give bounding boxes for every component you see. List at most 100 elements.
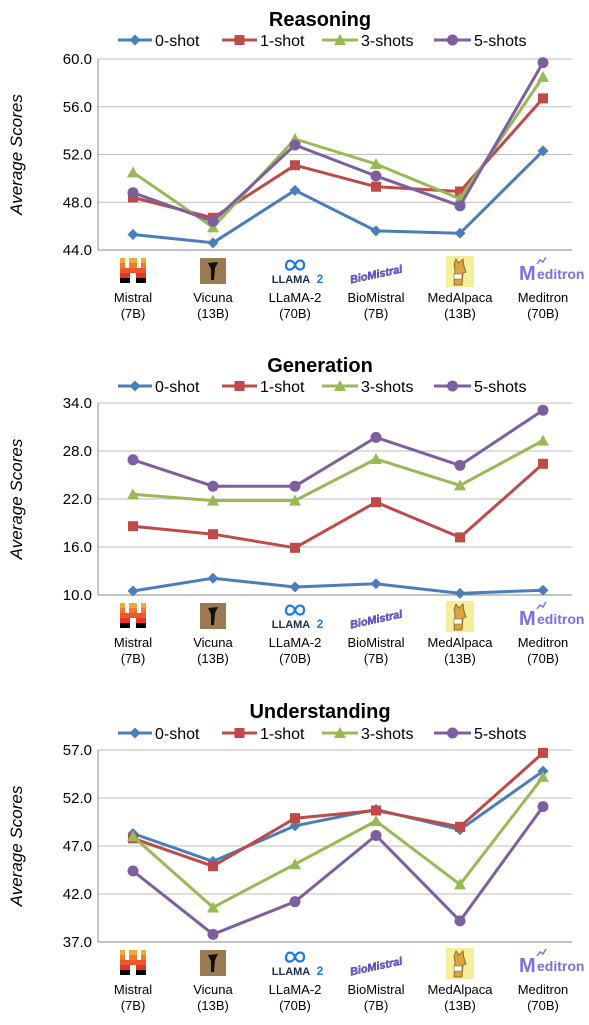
data-point [538, 458, 548, 469]
y-tick-label: 56.0 [63, 99, 92, 116]
x-tick-size-label: (13B) [444, 306, 476, 321]
x-tick-size-label: (70B) [527, 651, 559, 666]
data-point [289, 896, 301, 908]
series-0-shot [127, 572, 549, 599]
series-line [132, 408, 544, 488]
data-point [289, 581, 301, 593]
data-point [208, 861, 218, 872]
y-tick-label: 60.0 [63, 51, 92, 68]
x-tick-size-label: (7B) [364, 306, 389, 321]
data-point [454, 587, 466, 599]
series-line [132, 462, 544, 550]
data-point [208, 529, 218, 540]
x-tick-label: BioMistral [347, 635, 404, 650]
series-line [132, 149, 545, 245]
svg-text:LLAMA: LLAMA [272, 966, 311, 978]
legend-marker [447, 727, 458, 739]
series-line [132, 576, 544, 595]
data-point [370, 829, 382, 841]
data-point [370, 815, 382, 827]
series-3-shots [127, 770, 549, 913]
biomistral-logo-icon: BioMistral [349, 608, 405, 631]
legend-item-1-shot: 1-shot [222, 33, 305, 50]
series-5-shots [127, 57, 549, 227]
data-point [537, 801, 549, 813]
x-tick-label: MedAlpaca [427, 290, 493, 305]
data-point [455, 186, 465, 197]
legend-marker [129, 34, 141, 46]
legend-item-3-shots: 3-shots [322, 379, 413, 396]
series-line [132, 751, 544, 868]
legend-label: 1-shot [260, 33, 305, 50]
x-tick-size-label: (13B) [444, 998, 476, 1013]
series-0-shot [127, 145, 549, 249]
series-1-shot [128, 93, 548, 223]
legend-label: 1-shot [260, 379, 305, 396]
x-tick-label: Vicuna [193, 635, 233, 650]
legend-label: 3-shots [361, 33, 413, 50]
x-tick-size-label: (70B) [279, 306, 311, 321]
series-1-shot [128, 458, 548, 553]
x-tick-size-label: (7B) [364, 998, 389, 1013]
legend-item-0-shot: 0-shot [118, 379, 200, 396]
legend-item-0-shot: 0-shot [118, 33, 200, 50]
x-tick-label: BioMistral [347, 290, 404, 305]
medalpaca-logo-icon [446, 601, 474, 632]
svg-text:2: 2 [317, 964, 324, 978]
data-point [127, 166, 139, 178]
x-tick-size-label: (70B) [279, 998, 311, 1013]
svg-text:M: M [519, 608, 536, 630]
legend-label: 0-shot [155, 33, 200, 50]
svg-text:BioMistral: BioMistral [349, 608, 404, 631]
data-point [370, 170, 382, 182]
series-3-shots [127, 434, 549, 506]
biomistral-logo-icon: BioMistral [349, 263, 405, 286]
y-axis-label: Average Scores [7, 785, 26, 907]
svg-text:BioMistral: BioMistral [349, 955, 404, 978]
x-tick-label: Meditron [518, 635, 569, 650]
legend-marker [334, 380, 346, 391]
chart-generation: Generation 0-shot 1-shot 3-shots 5-shots 10.0… [7, 355, 584, 666]
data-point [538, 747, 548, 758]
x-tick-size-label: (13B) [444, 651, 476, 666]
x-tick-label: Mistral [114, 635, 152, 650]
data-point [371, 805, 381, 816]
series-5-shots [127, 404, 549, 492]
x-tick-size-label: (13B) [197, 306, 229, 321]
y-tick-label: 47.0 [63, 838, 92, 855]
series-line [132, 97, 545, 220]
svg-text:editron: editron [537, 266, 584, 282]
data-point [370, 158, 382, 170]
legend-item-5-shots: 5-shots [434, 379, 526, 396]
legend-marker [234, 381, 245, 391]
data-point [127, 228, 139, 240]
legend-item-3-shots: 3-shots [322, 33, 413, 50]
data-point [454, 459, 466, 471]
x-tick-size-label: (7B) [121, 306, 146, 321]
legend-label: 1-shot [260, 726, 305, 743]
series-line [132, 439, 544, 503]
x-tick-label: Vicuna [193, 290, 233, 305]
y-tick-label: 10.0 [63, 587, 92, 604]
data-point [290, 813, 300, 824]
data-point [207, 215, 219, 227]
svg-text:M: M [519, 263, 536, 285]
svg-text:M: M [519, 955, 536, 977]
x-tick-label: Mistral [114, 290, 152, 305]
data-point [128, 521, 138, 532]
legend-label: 3-shots [361, 726, 413, 743]
llama2-logo-icon: LLAMA 2 [272, 259, 324, 286]
data-point [127, 488, 139, 500]
y-tick-label: 34.0 [63, 395, 92, 412]
data-point [454, 915, 466, 927]
data-point [537, 584, 549, 596]
data-point [537, 770, 549, 782]
x-tick-size-label: (70B) [527, 998, 559, 1013]
y-tick-label: 57.0 [63, 742, 92, 759]
svg-text:2: 2 [317, 272, 324, 286]
